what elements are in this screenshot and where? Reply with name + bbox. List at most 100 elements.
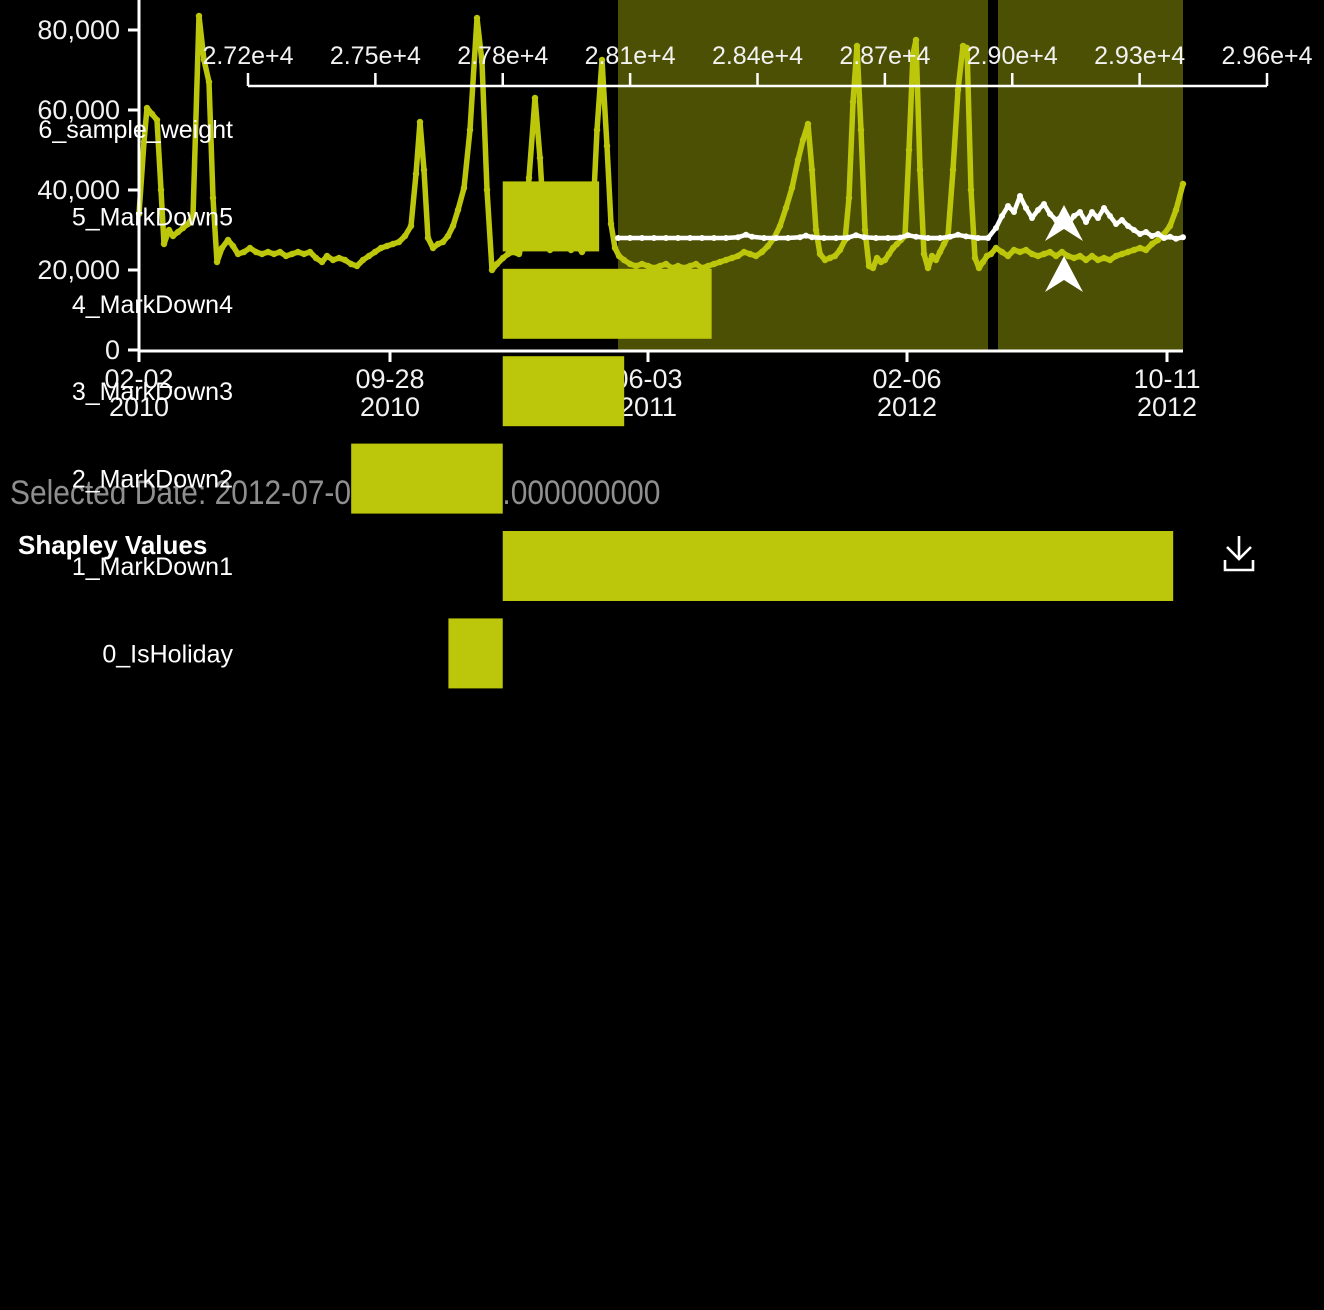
- point-marker: [836, 246, 844, 254]
- point-marker: [853, 232, 859, 239]
- point-marker: [234, 250, 242, 258]
- point-marker: [1148, 240, 1156, 248]
- point-marker: [651, 235, 657, 241]
- point-marker: [639, 235, 645, 241]
- point-marker: [913, 233, 919, 240]
- point-marker: [1058, 248, 1066, 256]
- point-marker: [675, 235, 681, 241]
- point-marker: [1113, 221, 1119, 227]
- point-marker: [804, 120, 812, 128]
- point-marker: [761, 235, 767, 241]
- point-marker: [395, 238, 403, 246]
- x-tick-label-year: 2010: [360, 392, 420, 422]
- point-marker: [294, 248, 302, 256]
- point-marker: [1070, 254, 1078, 262]
- point-marker: [1167, 233, 1173, 240]
- point-marker: [999, 213, 1005, 219]
- point-marker: [407, 222, 415, 230]
- point-marker: [734, 252, 742, 260]
- x-tick-label-year: 2012: [877, 392, 937, 422]
- point-marker: [881, 256, 889, 264]
- selected-date-arrow-marker: [1045, 205, 1083, 241]
- point-marker: [454, 206, 462, 214]
- shap-category-label: 0_IsHoliday: [102, 640, 233, 668]
- point-marker: [401, 232, 409, 240]
- point-marker: [306, 248, 314, 256]
- point-marker: [826, 254, 834, 262]
- point-marker: [504, 250, 512, 258]
- shapley-bar: [351, 443, 503, 514]
- download-icon[interactable]: [1216, 528, 1262, 578]
- point-marker: [615, 235, 621, 241]
- point-marker: [925, 235, 931, 241]
- point-marker: [329, 256, 337, 264]
- point-marker: [473, 14, 481, 22]
- point-marker: [536, 154, 544, 162]
- point-marker: [371, 248, 379, 256]
- point-marker: [632, 262, 640, 270]
- point-marker: [341, 256, 349, 264]
- point-marker: [821, 256, 829, 264]
- point-marker: [873, 235, 879, 241]
- point-marker: [861, 226, 869, 234]
- point-marker: [1088, 252, 1096, 260]
- point-marker: [224, 236, 232, 244]
- shap-x-tick-label: 2.90e+4: [967, 42, 1058, 70]
- point-marker: [710, 260, 718, 268]
- point-marker: [483, 186, 491, 194]
- shap-x-tick-label: 2.78e+4: [457, 42, 548, 70]
- point-marker: [833, 235, 839, 241]
- point-marker: [335, 254, 343, 262]
- point-marker: [932, 256, 940, 264]
- point-marker: [687, 235, 693, 241]
- shap-category-label: 1_MarkDown1: [72, 553, 233, 581]
- train-test-divider: [988, 0, 998, 350]
- shapley-bar-chart: 2.72e+4 2.75e+4 2.78e+4 2.81e+4 2.84e+4 2.87e…: [38, 42, 1313, 689]
- point-marker: [893, 240, 901, 248]
- shap-x-tick-label: 2.81e+4: [585, 42, 676, 70]
- point-marker: [218, 244, 226, 252]
- point-marker: [857, 126, 865, 134]
- x-tick-label-date: 09-28: [355, 364, 424, 394]
- point-marker: [460, 184, 468, 192]
- point-marker: [1154, 236, 1162, 244]
- point-marker: [1040, 250, 1048, 258]
- point-marker: [449, 222, 457, 230]
- point-marker: [140, 138, 148, 146]
- point-marker: [525, 174, 533, 182]
- point-marker: [812, 226, 820, 234]
- point-marker: [416, 118, 424, 126]
- point-marker: [905, 146, 913, 154]
- point-marker: [593, 126, 601, 134]
- point-marker: [213, 258, 221, 266]
- point-marker: [1010, 246, 1018, 254]
- shap-category-label: 5_MarkDown5: [72, 203, 233, 231]
- point-marker: [429, 244, 437, 252]
- selected-date-arrow-marker: [1045, 256, 1083, 292]
- point-marker: [909, 50, 917, 58]
- point-marker: [444, 232, 452, 240]
- point-marker: [1173, 235, 1179, 242]
- point-marker: [195, 12, 203, 20]
- point-marker: [967, 186, 975, 194]
- point-marker: [987, 250, 995, 258]
- point-marker: [998, 248, 1006, 256]
- point-marker: [174, 228, 182, 236]
- shap-category-label: 3_MarkDown3: [72, 378, 233, 406]
- point-marker: [143, 104, 151, 112]
- point-marker: [300, 250, 308, 258]
- point-marker: [420, 166, 428, 174]
- point-marker: [1076, 252, 1084, 260]
- shap-category-label: 4_MarkDown4: [72, 291, 233, 319]
- point-marker: [1023, 205, 1029, 211]
- point-marker: [389, 240, 397, 248]
- point-marker: [1124, 248, 1132, 256]
- point-marker: [1101, 205, 1107, 211]
- point-marker: [1180, 234, 1186, 241]
- point-marker: [920, 250, 928, 258]
- point-marker: [979, 258, 987, 266]
- point-marker: [1071, 213, 1077, 219]
- point-marker: [723, 235, 729, 241]
- point-marker: [985, 235, 991, 241]
